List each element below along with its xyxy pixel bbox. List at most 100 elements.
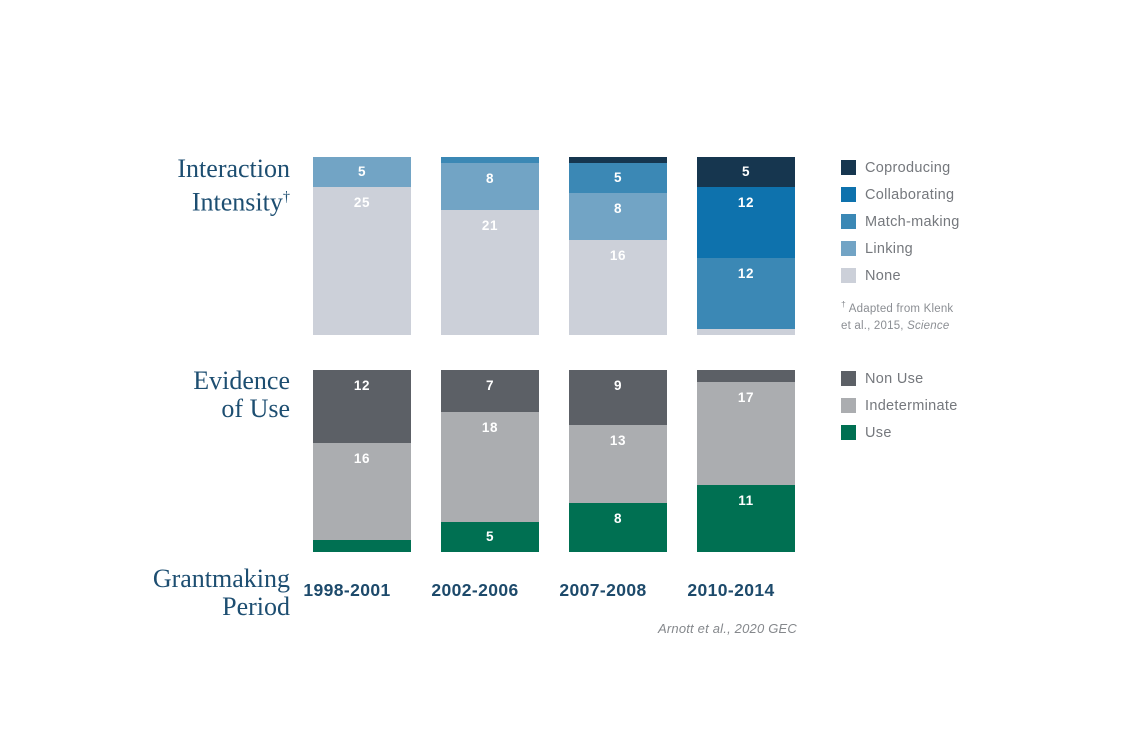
segment-value-label: 5	[485, 529, 495, 545]
x-axis-label-2007-2008: 2007-2008	[559, 580, 647, 600]
segment-value-label: 13	[609, 432, 627, 448]
indeterminate-segment: 18	[441, 412, 539, 522]
legend-label: Coproducing	[865, 159, 951, 176]
title-line: Intensity	[191, 187, 283, 217]
coproducing-segment: 5	[697, 157, 795, 187]
segment-value-label: 16	[609, 248, 627, 264]
legend-item-none: None	[841, 267, 960, 284]
evidence-of-use-title: Evidence of Use	[80, 367, 290, 423]
interaction-intensity-bar-2007-2008: 5 8 16	[569, 157, 667, 335]
title-line: Grantmaking	[152, 564, 290, 593]
grantmaking-period-title: Grantmaking Period	[80, 565, 290, 621]
title-line: Interaction	[177, 154, 290, 183]
dagger-mark: †	[841, 299, 846, 309]
footnote-text: Adapted from Klenk	[848, 302, 954, 315]
dagger-mark: †	[282, 189, 290, 205]
segment-value-label: 8	[613, 511, 623, 527]
interaction-intensity-bar-1998-2001: 5 25	[313, 157, 411, 335]
evidence-of-use-bar-2007-2008: 9 13 8	[569, 370, 667, 552]
evidence-of-use-bar-1998-2001: 12 16	[313, 370, 411, 552]
segment-value-label: 5	[357, 164, 367, 180]
legend-item-match-making: Match-making	[841, 213, 960, 230]
legend-swatch-linking-icon	[841, 241, 856, 256]
segment-value-label: 25	[353, 194, 371, 210]
interaction-intensity-title: Interaction Intensity†	[80, 155, 290, 217]
legend-swatch-none-icon	[841, 268, 856, 283]
segment-value-label: 5	[613, 170, 623, 185]
interaction-intensity-legend: Coproducing Collaborating Match-making Link…	[841, 160, 960, 295]
use-segment: 5	[441, 521, 539, 552]
segment-value-label: 16	[353, 450, 371, 466]
match-making-segment: 12	[697, 257, 795, 330]
evidence-of-use-bar-2002-2006: 7 18 5	[441, 370, 539, 552]
legend-swatch-collaborating-icon	[841, 187, 856, 202]
segment-value-label: 18	[481, 420, 499, 436]
non-use-segment: 12	[313, 370, 411, 443]
legend-item-collaborating: Collaborating	[841, 186, 960, 203]
legend-label: Use	[865, 424, 892, 441]
none-segment: 21	[441, 210, 539, 335]
legend-item-linking: Linking	[841, 241, 960, 257]
segment-value-label: 8	[613, 200, 623, 216]
non-use-segment: 7	[441, 370, 539, 413]
indeterminate-segment: 13	[569, 424, 667, 504]
legend-label: Non Use	[865, 370, 924, 387]
x-axis-label-1998-2001: 1998-2001	[303, 580, 391, 600]
legend-swatch-match-making-icon	[841, 214, 856, 229]
segment-value-label: 5	[741, 164, 751, 180]
legend-label: None	[865, 267, 901, 284]
match-making-segment	[441, 157, 539, 163]
title-line: Period	[222, 592, 290, 621]
collaborating-segment: 12	[697, 186, 795, 258]
title-line: Evidence	[193, 366, 290, 395]
attribution: Arnott et al., 2020 GEC	[497, 621, 797, 636]
use-segment	[313, 539, 411, 552]
evidence-of-use-legend: Non Use Indeterminate Use	[841, 371, 958, 452]
title-line: of Use	[221, 394, 290, 423]
none-segment	[697, 329, 795, 335]
legend-label: Collaborating	[865, 186, 955, 203]
segment-value-label: 12	[737, 265, 755, 281]
legend-item-coproducing: Coproducing	[841, 159, 960, 176]
linking-segment: 5	[313, 157, 411, 187]
x-axis-label-2010-2014: 2010-2014	[687, 580, 775, 600]
footnote-text: et al., 2015,	[841, 319, 908, 332]
interaction-intensity-chart: 5 25 8 21 5 8 16 5 12 12	[313, 157, 795, 335]
evidence-of-use-bar-2010-2014: 17 11	[697, 370, 795, 552]
coproducing-segment	[569, 157, 667, 163]
segment-value-label: 8	[485, 170, 495, 186]
interaction-intensity-bar-2002-2006: 8 21	[441, 157, 539, 335]
legend-label: Match-making	[865, 213, 960, 230]
non-use-segment	[697, 370, 795, 383]
evidence-of-use-chart: 12 16 7 18 5 9 13 8 17 11	[313, 370, 795, 552]
segment-value-label: 17	[737, 390, 755, 406]
legend-footnote: † Adapted from Klenk et al., 2015, Scien…	[841, 296, 953, 335]
indeterminate-segment: 16	[313, 442, 411, 540]
legend-item-non-use: Non Use	[841, 370, 958, 387]
segment-value-label: 9	[613, 378, 623, 393]
none-segment: 25	[313, 186, 411, 335]
legend-swatch-non-use-icon	[841, 371, 856, 386]
linking-segment: 8	[569, 192, 667, 241]
none-segment: 16	[569, 240, 667, 335]
legend-swatch-coproducing-icon	[841, 160, 856, 175]
footnote-journal: Science	[907, 319, 950, 332]
segment-value-label: 11	[738, 493, 754, 509]
segment-value-label: 12	[737, 194, 755, 210]
use-segment: 8	[569, 503, 667, 552]
indeterminate-segment: 17	[697, 382, 795, 486]
legend-swatch-indeterminate-icon	[841, 398, 856, 413]
interaction-intensity-bar-2010-2014: 5 12 12	[697, 157, 795, 335]
match-making-segment: 5	[569, 162, 667, 193]
linking-segment: 8	[441, 162, 539, 211]
legend-item-indeterminate: Indeterminate	[841, 397, 958, 414]
legend-item-use: Use	[841, 424, 958, 441]
attribution-text: Arnott et al., 2020 GEC	[657, 621, 797, 636]
segment-value-label: 7	[485, 378, 495, 393]
segment-value-label: 21	[481, 218, 499, 234]
non-use-segment: 9	[569, 370, 667, 425]
legend-label: Indeterminate	[865, 397, 958, 414]
segment-value-label: 12	[353, 378, 371, 393]
x-axis-label-2002-2006: 2002-2006	[431, 580, 519, 600]
